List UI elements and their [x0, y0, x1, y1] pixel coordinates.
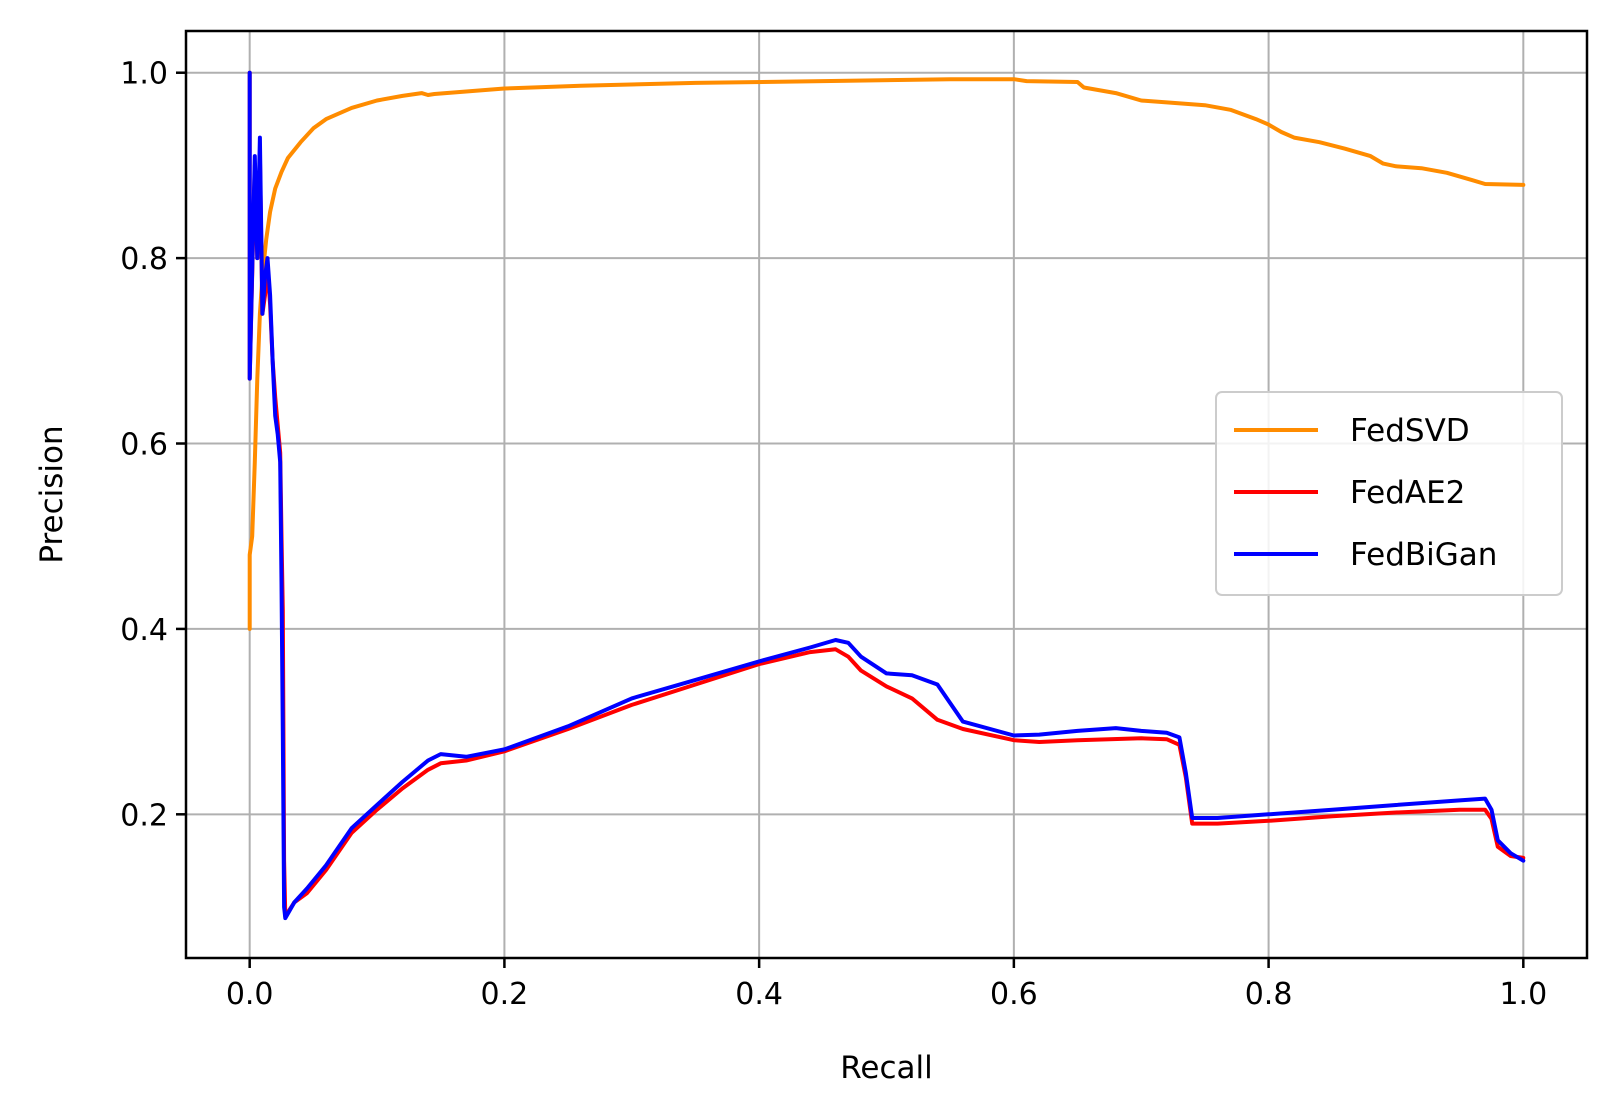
- y-tick-label: 0.4: [120, 613, 168, 648]
- y-tick-label: 1.0: [120, 57, 168, 92]
- legend-label: FedSVD: [1350, 413, 1470, 449]
- y-axis-label: Precision: [34, 425, 70, 563]
- plot-frame: [184, 29, 1589, 960]
- y-tick-label: 0.8: [120, 242, 168, 277]
- series-layer: [247, 70, 1526, 921]
- y-tick-label: 0.6: [120, 428, 168, 463]
- x-tick-label: 0.8: [1245, 977, 1293, 1012]
- x-axis-label: Recall: [840, 1050, 933, 1086]
- x-tick-label: 0.0: [226, 977, 274, 1012]
- grid: [186, 31, 1587, 958]
- series-line-fedbigan: [247, 70, 1526, 921]
- legend-label: FedBiGan: [1350, 537, 1497, 573]
- axis-ticks: 0.0 0.2 0.4 0.6 0.8 1.0 0.2 0.4 0.6 0.8 1.0: [120, 57, 1547, 1012]
- x-tick-label: 1.0: [1499, 977, 1547, 1012]
- series-line-fedsvd: [247, 77, 1526, 631]
- x-tick-label: 0.6: [990, 977, 1038, 1012]
- legend-box: [1215, 391, 1563, 596]
- legend-label: FedAE2: [1350, 475, 1465, 511]
- x-tick-label: 0.4: [735, 977, 783, 1012]
- legend: FedSVD FedAE2 FedBiGan: [1215, 391, 1563, 596]
- y-tick-label: 0.2: [120, 798, 168, 833]
- x-tick-label: 0.2: [481, 977, 529, 1012]
